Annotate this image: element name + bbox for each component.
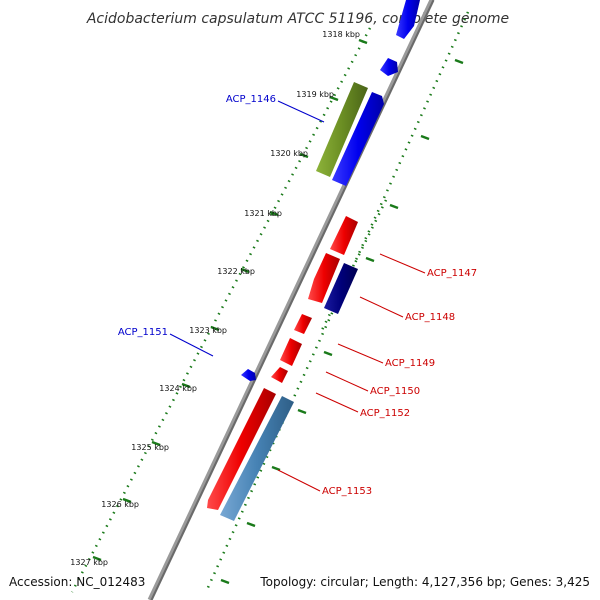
gene-labels: ACP_1146 ACP_1151 ACP_1147 ACP_1148 ACP_… [118,94,477,497]
position-label: 1320 kbp [270,149,308,158]
leader-line [325,371,369,392]
tick-mark [271,465,281,472]
leader-line [359,296,404,318]
outer-right-tick-track [204,11,470,593]
position-label: 1321 kbp [244,209,282,218]
gene-feature[interactable] [271,367,288,383]
leader-line [337,343,384,364]
tick-mark [151,440,161,447]
tick-mark [220,578,230,585]
genome-backbone [147,0,435,600]
position-label: 1323 kbp [189,326,227,335]
tick-mark [122,497,132,504]
gene-feature[interactable] [207,388,276,510]
major-ticks-right [220,58,464,585]
gene-feature[interactable] [324,263,358,314]
gene-feature[interactable] [280,338,302,366]
gene-feature[interactable] [330,216,358,255]
gene-feature[interactable] [380,58,398,76]
position-label: 1327 kbp [70,558,108,567]
tick-mark [358,38,368,45]
position-label: 1318 kbp [322,30,360,39]
tick-mark [92,555,102,562]
tick-mark [240,267,250,274]
tick-mark [365,256,375,263]
leader-line [277,469,321,492]
gene-label[interactable]: ACP_1149 [385,358,435,369]
gene-feature[interactable] [308,253,340,303]
gene-label[interactable]: ACP_1147 [427,268,477,279]
tick-mark [420,134,430,141]
gene-label[interactable]: ACP_1151 [118,327,168,338]
tick-mark [181,382,191,389]
position-label: 1322 kbp [217,267,255,276]
gene-label[interactable]: ACP_1148 [405,312,455,323]
tick-mark [299,152,309,159]
tick-mark [323,350,333,357]
gene-feature[interactable] [332,92,384,186]
outer-left-tick-track [70,27,372,593]
gene-feature[interactable] [294,314,312,334]
tick-mark [246,521,256,528]
genome-backbone-shade [150,0,435,600]
tick-mark [329,95,339,102]
position-label: 1325 kbp [131,443,169,452]
position-label: 1319 kbp [296,90,334,99]
tick-mark [454,58,464,65]
leader-line [379,253,426,274]
tick-mark [389,203,399,210]
gene-label[interactable]: ACP_1146 [226,94,276,105]
gene-label[interactable]: ACP_1152 [360,408,410,419]
leader-line [277,100,325,123]
gene-label[interactable]: ACP_1150 [370,386,420,397]
gene-feature[interactable] [316,82,368,177]
gene-feature[interactable] [220,396,294,521]
tick-mark [297,408,307,415]
tick-mark [269,210,279,217]
gene-features [207,0,420,521]
leader-line [315,392,359,413]
gene-feature[interactable] [396,0,420,39]
position-labels: 1318 kbp 1319 kbp 1320 kbp 1321 kbp 1322… [70,30,360,567]
gene-label[interactable]: ACP_1153 [322,486,372,497]
position-label: 1326 kbp [101,500,139,509]
position-label: 1324 kbp [159,384,197,393]
map-title: Acidobacterium capsulatum ATCC 51196, co… [86,11,509,27]
leader-lines [169,100,426,492]
tick-mark [210,325,220,332]
leader-line [169,333,214,357]
genome-summary-text: Topology: circular; Length: 4,127,356 bp… [259,575,590,589]
gene-feature[interactable] [241,369,256,381]
major-ticks-left [92,38,368,562]
accession-text: Accession: NC_012483 [9,575,145,589]
